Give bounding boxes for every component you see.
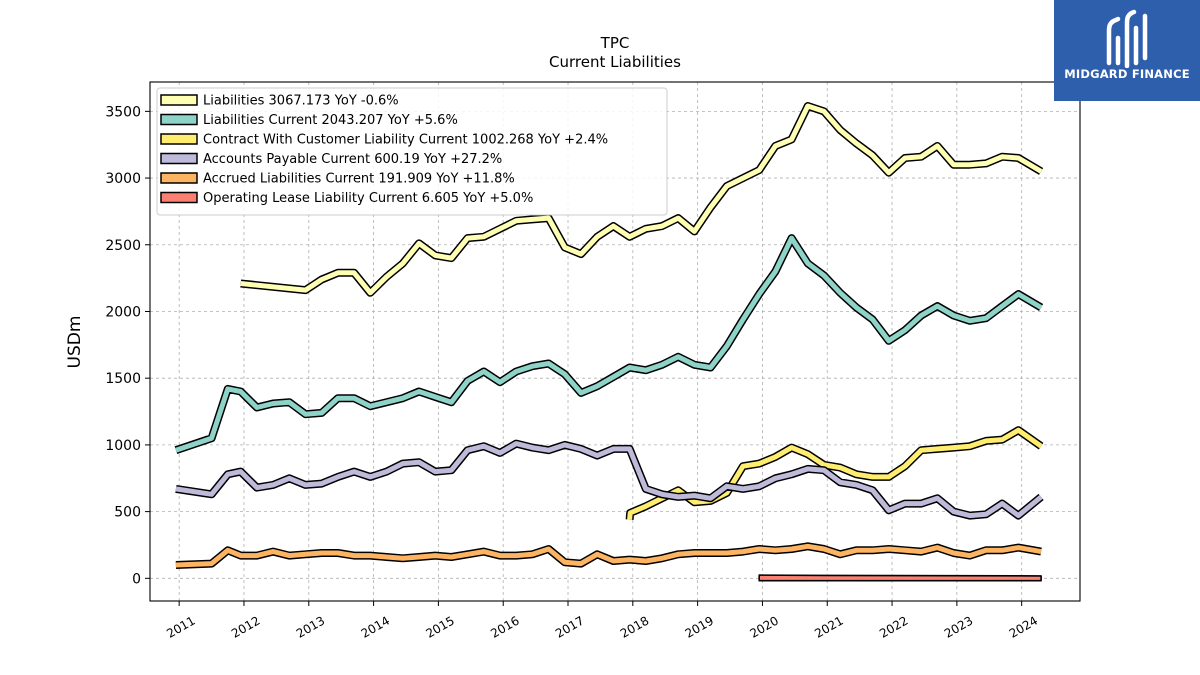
legend-swatch xyxy=(160,113,198,126)
y-tick-label: 3500 xyxy=(105,104,141,120)
y-tick-label: 3000 xyxy=(105,171,141,187)
legend-box xyxy=(156,87,668,216)
x-tick-label: 2019 xyxy=(683,613,716,640)
x-tick-label: 2011 xyxy=(164,613,197,640)
y-tick-label: 500 xyxy=(114,505,141,521)
legend-swatch xyxy=(160,191,198,204)
series-line xyxy=(240,103,1043,296)
x-tick-label: 2023 xyxy=(942,613,975,640)
logo-mark-icon xyxy=(1106,9,1148,68)
x-tick-label: 2015 xyxy=(423,613,456,640)
series-1 xyxy=(240,102,1044,297)
series-2 xyxy=(174,234,1044,454)
chart-title: TPC xyxy=(600,34,630,52)
legend-swatch xyxy=(160,152,198,165)
series-band xyxy=(758,574,1042,582)
series-layer xyxy=(174,102,1044,582)
logo-wordmark: MIDGARD FINANCE xyxy=(1064,67,1190,81)
series-6 xyxy=(758,574,1042,582)
series-line xyxy=(175,235,1043,453)
y-axis-label: USDm xyxy=(65,316,85,369)
series-4 xyxy=(175,439,1044,520)
x-tick-label: 2012 xyxy=(229,613,262,640)
legend-label: Operating Lease Liability Current 6.605 … xyxy=(203,191,533,206)
x-tick-label: 2014 xyxy=(359,613,392,640)
x-tick-label: 2013 xyxy=(294,613,327,640)
brand-logo: MIDGARD FINANCE xyxy=(1054,0,1200,101)
legend-label: Liabilities Current 2043.207 YoY +5.6% xyxy=(203,113,458,128)
x-tick-label: 2018 xyxy=(618,613,651,640)
series-line xyxy=(175,441,1043,519)
x-tick-label: 2016 xyxy=(488,613,521,640)
legend-swatch xyxy=(160,172,198,184)
legend-label: Liabilities 3067.173 YoY -0.6% xyxy=(203,94,399,109)
y-tick-label: 1000 xyxy=(105,438,141,454)
y-tick-label: 2500 xyxy=(105,238,141,254)
y-tick-label: 0 xyxy=(132,571,141,587)
legend-label: Accounts Payable Current 600.19 YoY +27.… xyxy=(203,152,502,167)
x-tick-label: 2024 xyxy=(1007,613,1040,640)
x-tick-label: 2017 xyxy=(553,613,586,640)
series-5 xyxy=(175,542,1042,569)
legend-label: Contract With Customer Liability Current… xyxy=(203,133,608,148)
series-line xyxy=(175,543,1042,568)
legend-swatch xyxy=(160,133,198,145)
legend-swatch xyxy=(160,94,198,106)
series-outline xyxy=(174,234,1044,454)
chart-subtitle: Current Liabilities xyxy=(549,53,681,71)
x-tick-label: 2021 xyxy=(812,613,845,640)
legend-label: Accrued Liabilities Current 191.909 YoY … xyxy=(203,172,515,187)
y-tick-label: 2000 xyxy=(105,304,141,320)
legend: Liabilities 3067.173 YoY -0.6% Liabilitie… xyxy=(156,87,668,216)
plot-frame xyxy=(149,81,1081,602)
y-tick-label: 1500 xyxy=(105,371,141,387)
x-tick-label: 2022 xyxy=(877,613,910,640)
x-tick-label: 2020 xyxy=(747,613,780,640)
